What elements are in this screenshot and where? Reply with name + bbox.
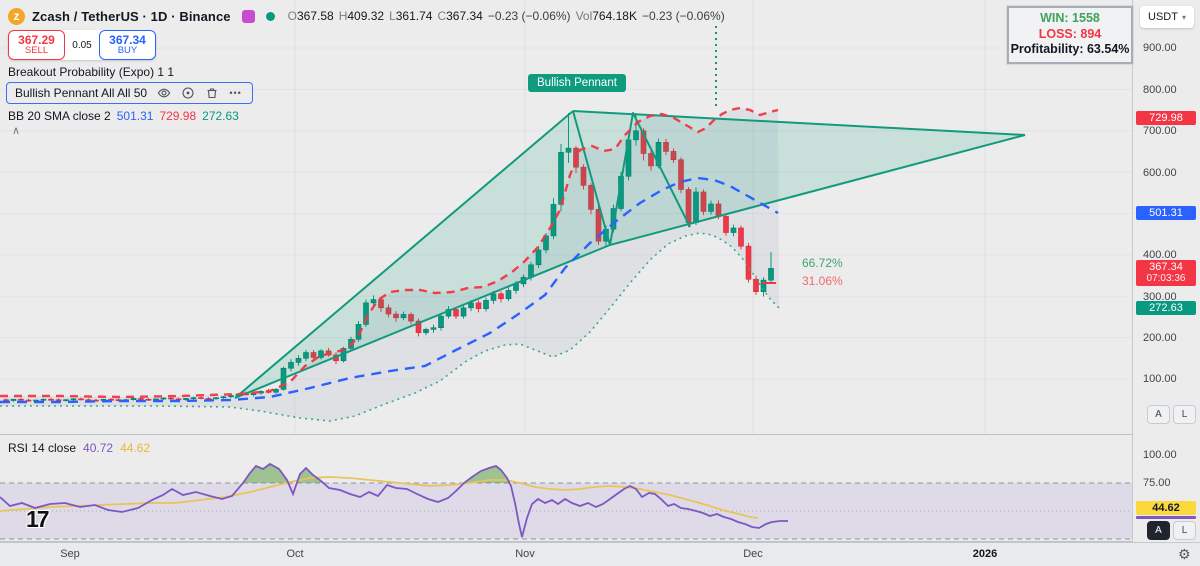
low-value: 361.74: [395, 9, 433, 23]
win-count: WIN: 1558: [1040, 11, 1100, 25]
indicator-bullish-pennant-row[interactable]: Bullish Pennant All All 50 •••: [6, 82, 254, 104]
main-chart-canvas[interactable]: [0, 0, 1132, 434]
price-axis[interactable]: 900.00 800.00 700.00 600.00 400.00 300.00 200.…: [1132, 0, 1200, 542]
price-badge-501.31: 501.31: [1136, 206, 1196, 220]
open-value: 367.58: [296, 9, 334, 23]
rsi-ma-line: [0, 476, 759, 519]
close-value: 367.34: [446, 9, 483, 23]
time-tick-Dec: Dec: [743, 548, 763, 560]
rsi-line: [0, 462, 788, 538]
rsi-ma-value: 44.62: [120, 441, 151, 455]
bb-lower-value: 272.63: [202, 109, 239, 123]
buy-button[interactable]: 367.34 BUY: [99, 30, 156, 60]
price-tick-600.00: 600.00: [1143, 167, 1177, 179]
pennant-pattern-line[interactable]: [234, 110, 574, 399]
indicator-bollinger-bands[interactable]: BB 20 SMA close 2 501.31 729.98 272.63: [8, 109, 239, 123]
bb-basis-value: 501.31: [116, 109, 154, 123]
delete-trash-icon[interactable]: [204, 85, 219, 100]
candlestick-series: [3, 112, 774, 403]
time-tick-Sep: Sep: [60, 548, 80, 560]
bb-upper-value: 729.98: [159, 109, 197, 123]
rsi-auto-scale-button[interactable]: A: [1147, 521, 1170, 540]
bullish-pennant-tag[interactable]: Bullish Pennant: [528, 74, 626, 92]
bb-label: BB 20 SMA close 2: [8, 109, 111, 123]
price-tick-300.00: 300.00: [1143, 291, 1177, 303]
price-badge-729.98: 729.98: [1136, 111, 1196, 125]
bollinger-middle-band: [0, 176, 779, 404]
chart-header: z Zcash / TetherUS · 1D · Binance O367.5…: [8, 6, 725, 26]
rsi-ma-badge: 44.62: [1136, 501, 1196, 515]
bollinger-fill: [0, 108, 779, 421]
spread-value: 0.05: [72, 39, 92, 51]
auto-scale-button[interactable]: A: [1147, 405, 1170, 424]
time-tick-2026: 2026: [972, 548, 998, 560]
loss-count: LOSS: 894: [1038, 26, 1102, 41]
price-tick-800.00: 800.00: [1143, 84, 1177, 96]
time-axis[interactable]: ⚙ Sep Oct Nov Dec 2026: [0, 542, 1200, 566]
strategy-stats-box: WIN: 1558 LOSS: 894 Profitability: 63.54…: [1006, 5, 1134, 65]
tradingview-logo[interactable]: 17: [26, 506, 50, 532]
change-value: −0.23 (−0.06%): [487, 9, 571, 23]
rsi-indicator-legend[interactable]: RSI 14 close 40.72 44.62: [8, 441, 150, 455]
log-scale-button[interactable]: L: [1173, 405, 1196, 424]
volume-value: 764.18K: [592, 9, 637, 23]
market-status-dot-icon[interactable]: [265, 11, 275, 21]
rsi-value: 40.72: [83, 441, 114, 455]
price-tick-200.00: 200.00: [1143, 332, 1177, 344]
price-badge-272.63: 272.63: [1136, 301, 1196, 315]
zcash-logo-icon: z: [8, 7, 25, 25]
pennant-pattern-fill[interactable]: [235, 111, 1025, 398]
source-code-icon[interactable]: [180, 85, 195, 100]
volume-change-value: −0.23 (−0.06%): [641, 9, 725, 23]
rsi-overbought-fill: [464, 466, 510, 483]
pattern-indicator-label: Bullish Pennant All All 50: [15, 85, 148, 100]
pennant-pattern-line[interactable]: [572, 110, 1026, 136]
rsi-tick-100.00: 100.00: [1143, 449, 1177, 461]
rsi-tick-75.00: 75.00: [1143, 477, 1171, 489]
timezone-settings-gear-icon[interactable]: ⚙: [1178, 546, 1191, 562]
time-tick-Nov: Nov: [515, 548, 535, 560]
loss-percent-label: 31.06%: [802, 274, 843, 288]
pennant-pattern-line[interactable]: [234, 244, 611, 399]
price-tick-400.00: 400.00: [1143, 249, 1177, 261]
visibility-eye-icon[interactable]: [156, 85, 171, 100]
pane-separator-bottom[interactable]: [0, 541, 1132, 542]
indicator-breakout-probability[interactable]: Breakout Probability (Expo) 1 1: [8, 65, 175, 79]
chevron-down-icon: ▾: [1181, 12, 1186, 22]
order-panel: 367.29 SELL 0.05 367.34 BUY: [8, 30, 156, 60]
profitability-value: Profitability: 63.54%: [1010, 42, 1130, 56]
currency-dropdown[interactable]: USDT ▾: [1140, 6, 1194, 28]
symbol-title[interactable]: Zcash / TetherUS · 1D · Binance: [32, 8, 231, 24]
bollinger-upper-band: [0, 106, 779, 399]
high-value: 409.32: [347, 9, 385, 23]
ohlc-readout: O367.58 H409.32 L361.74 C367.34 −0.23 (−…: [287, 9, 725, 23]
pennant-pattern-line[interactable]: [572, 110, 691, 246]
time-tick-Oct: Oct: [286, 548, 304, 560]
rsi-label: RSI 14 close: [8, 441, 77, 455]
pennant-pattern-line[interactable]: [609, 134, 1026, 246]
rsi-pane-canvas[interactable]: [0, 435, 1132, 542]
price-tick-900.00: 900.00: [1143, 42, 1177, 54]
pane-separator[interactable]: [0, 434, 1132, 435]
collapse-indicators-chevron-icon[interactable]: ∧: [12, 125, 21, 137]
rsi-log-scale-button[interactable]: L: [1173, 521, 1196, 540]
price-tick-700.00: 700.00: [1143, 125, 1177, 137]
gain-percent-label: 66.72%: [802, 256, 843, 270]
more-options-icon[interactable]: •••: [229, 87, 242, 98]
sell-button[interactable]: 367.29 SELL: [8, 30, 65, 60]
flag-icon[interactable]: [241, 9, 255, 23]
price-tick-100.00: 100.00: [1143, 373, 1177, 385]
rsi-value-badge-edge: [1136, 516, 1196, 519]
price-badge-367.34: 367.34 07:03:36: [1136, 260, 1196, 286]
